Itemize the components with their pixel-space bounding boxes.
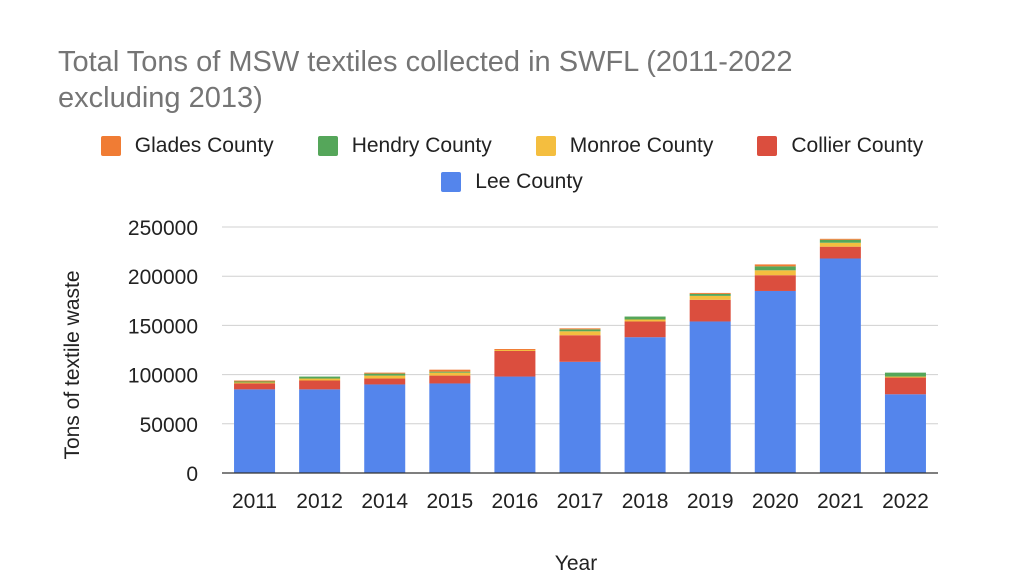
bar-segment-lee-county bbox=[364, 384, 406, 473]
bar-segment-monroe-county bbox=[299, 378, 341, 381]
bar-segment-monroe-county bbox=[754, 270, 796, 276]
x-tick-label: 2021 bbox=[817, 490, 864, 513]
x-tick-label: 2011 bbox=[232, 490, 277, 513]
legend-swatch-lee bbox=[441, 172, 462, 192]
legend-swatch-collier bbox=[757, 136, 778, 156]
bar-segment-glades-county bbox=[559, 328, 601, 330]
legend-label-collier: Collier County bbox=[791, 134, 924, 157]
bar-segment-hendry-county bbox=[559, 329, 601, 332]
x-tick-label: 2017 bbox=[557, 490, 604, 513]
bar-segment-lee-county bbox=[689, 321, 731, 473]
bar-segment-lee-county bbox=[624, 337, 666, 473]
legend-label-monroe: Monroe County bbox=[569, 134, 714, 157]
bar-segment-hendry-county bbox=[624, 316, 666, 320]
bar-segment-lee-county bbox=[819, 258, 861, 473]
bar-segment-monroe-county bbox=[624, 319, 666, 322]
y-tick-label: 0 bbox=[186, 463, 198, 486]
bar-segment-lee-county bbox=[559, 361, 601, 473]
legend-swatch-monroe bbox=[535, 136, 556, 156]
x-tick-label: 2020 bbox=[752, 490, 799, 513]
bar-segment-glades-county bbox=[754, 264, 796, 267]
x-tick-label: 2015 bbox=[426, 490, 473, 513]
x-axis-title: Year bbox=[555, 552, 597, 575]
bar-segment-lee-county bbox=[494, 376, 536, 473]
bar-segment-hendry-county bbox=[429, 371, 471, 373]
x-tick-label: 2012 bbox=[296, 490, 343, 513]
bar-segment-collier-county bbox=[299, 380, 341, 390]
bar-segment-collier-county bbox=[429, 375, 471, 384]
bar-segment-collier-county bbox=[689, 299, 731, 322]
bar-segment-hendry-county bbox=[819, 239, 861, 243]
bar-segment-monroe-county bbox=[234, 382, 276, 384]
bar-segment-monroe-county bbox=[429, 372, 471, 376]
y-tick-label: 250000 bbox=[128, 217, 198, 240]
legend: Glades County Hendry County Monroe Count… bbox=[0, 128, 1024, 200]
bar-segment-collier-county bbox=[884, 377, 926, 395]
y-tick-label: 100000 bbox=[128, 365, 198, 388]
x-tick-label: 2019 bbox=[687, 490, 734, 513]
bar-segment-collier-county bbox=[364, 378, 406, 385]
bar-segment-collier-county bbox=[494, 350, 536, 377]
legend-swatch-glades bbox=[100, 136, 121, 156]
bar-segment-glades-county bbox=[234, 380, 276, 382]
bar-segment-monroe-county bbox=[364, 375, 406, 379]
legend-item-lee: Lee County bbox=[441, 170, 583, 194]
bar-segment-collier-county bbox=[819, 246, 861, 259]
bar-segment-lee-county bbox=[299, 389, 341, 473]
bar-segment-monroe-county bbox=[689, 295, 731, 300]
x-tick-label: 2022 bbox=[882, 490, 929, 513]
legend-item-glades: Glades County bbox=[100, 134, 274, 158]
bar-segment-lee-county bbox=[429, 383, 471, 473]
bar-segment-collier-county bbox=[234, 383, 276, 390]
bar-segment-collier-county bbox=[559, 335, 601, 362]
bar-segment-monroe-county bbox=[494, 350, 536, 351]
legend-label-lee: Lee County bbox=[475, 170, 583, 193]
bar-segment-glades-county bbox=[689, 292, 731, 294]
bar-segment-lee-county bbox=[754, 290, 796, 473]
y-tick-label: 150000 bbox=[128, 315, 198, 338]
y-tick-label: 50000 bbox=[140, 414, 198, 437]
legend-item-collier: Collier County bbox=[757, 134, 923, 158]
bar-segment-hendry-county bbox=[299, 376, 341, 379]
bar-segment-monroe-county bbox=[884, 376, 926, 378]
bar-segment-hendry-county bbox=[364, 373, 406, 376]
bar-segment-collier-county bbox=[754, 275, 796, 291]
legend-item-monroe: Monroe County bbox=[535, 134, 714, 158]
x-tick-label: 2018 bbox=[622, 490, 669, 513]
bar-segment-lee-county bbox=[884, 394, 926, 473]
legend-label-hendry: Hendry County bbox=[351, 134, 492, 157]
bar-segment-hendry-county bbox=[884, 372, 926, 377]
x-tick-label: 2016 bbox=[492, 490, 539, 513]
legend-swatch-hendry bbox=[317, 136, 338, 156]
bar-segment-glades-county bbox=[494, 349, 536, 350]
bar-segment-monroe-county bbox=[819, 242, 861, 247]
bar-segment-glades-county bbox=[819, 238, 861, 240]
legend-row-1: Glades County Hendry County Monroe Count… bbox=[0, 128, 1024, 164]
bar-segment-hendry-county bbox=[234, 381, 276, 383]
bar-segment-monroe-county bbox=[559, 331, 601, 336]
bar-segment-glades-county bbox=[364, 372, 406, 374]
legend-label-glades: Glades County bbox=[134, 134, 274, 157]
bar-segment-collier-county bbox=[624, 321, 666, 338]
chart-title: Total Tons of MSW textiles collected in … bbox=[58, 46, 793, 114]
bar-segment-glades-county bbox=[429, 369, 471, 372]
legend-row-2: Lee County bbox=[0, 164, 1024, 200]
x-tick-label: 2014 bbox=[361, 490, 408, 513]
legend-item-hendry: Hendry County bbox=[317, 134, 492, 158]
bar-segment-hendry-county bbox=[689, 293, 731, 296]
bar-segment-lee-county bbox=[234, 389, 276, 473]
y-axis-title: Tons of textile waste bbox=[61, 270, 84, 459]
y-tick-label: 200000 bbox=[128, 266, 198, 289]
bar-segment-hendry-county bbox=[754, 266, 796, 271]
